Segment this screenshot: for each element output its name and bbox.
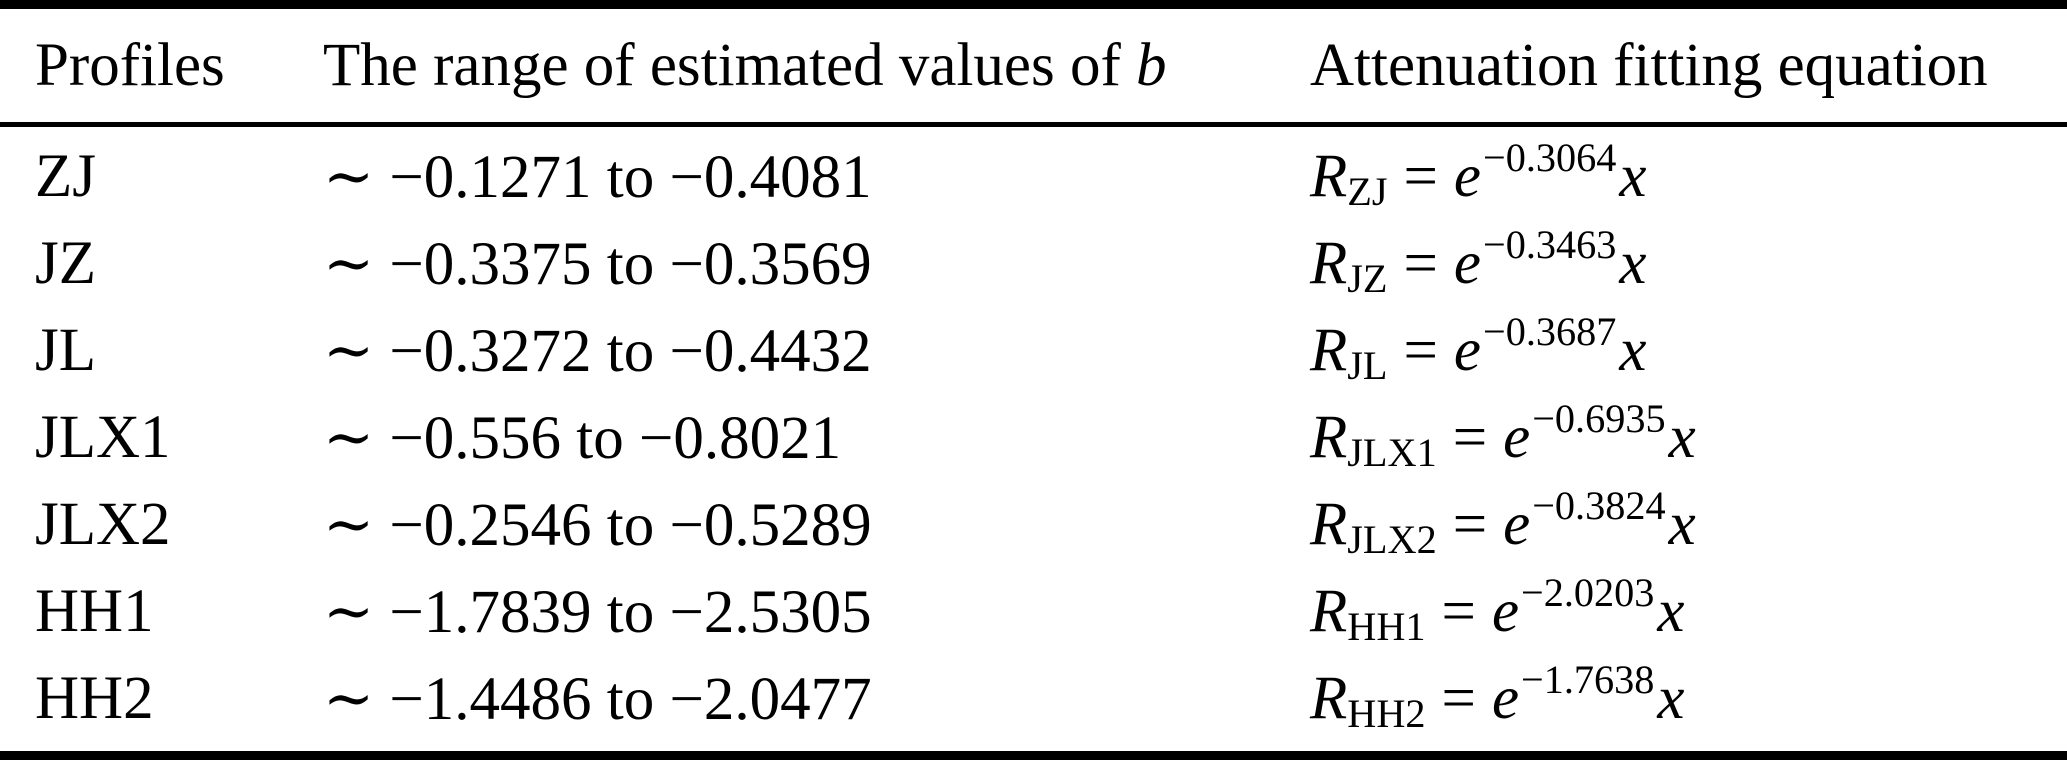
eq-equals: = [1403, 229, 1438, 297]
eq-subscript: HH1 [1347, 603, 1426, 649]
b-range-value: ∼ −1.7839 to −2.5305 [323, 578, 872, 646]
b-range-value: ∼ −0.1271 to −0.4081 [323, 143, 872, 211]
profile-label: JL [35, 316, 96, 384]
eq-R: R [1310, 577, 1348, 645]
profile-label: JLX1 [35, 403, 171, 471]
attenuation-equation: RJLX1 = e−0.6935x [1310, 398, 2067, 475]
table-row: JLX1 ∼ −0.556 to −0.8021 RJLX1 = e−0.6935x [0, 394, 2067, 481]
eq-x: x [1657, 664, 1685, 732]
eq-R: R [1310, 664, 1348, 732]
mid-rule [0, 122, 2067, 127]
eq-subscript: JLX1 [1347, 429, 1437, 475]
b-range-value: ∼ −1.4486 to −2.0477 [323, 665, 872, 733]
eq-x: x [1619, 316, 1647, 384]
eq-equals: = [1403, 316, 1438, 384]
eq-e: e [1453, 316, 1481, 384]
profile-label: JLX2 [35, 490, 171, 558]
eq-R: R [1310, 142, 1348, 210]
table-row: HH1 ∼ −1.7839 to −2.5305 RHH1 = e−2.0203x [0, 568, 2067, 655]
b-range-value: ∼ −0.3375 to −0.3569 [323, 230, 872, 298]
eq-e: e [1491, 664, 1520, 732]
eq-exponent: −0.3824 [1532, 482, 1666, 528]
eq-R: R [1310, 229, 1348, 297]
profile-label: JZ [35, 229, 96, 297]
table-header: Profiles The range of estimated values o… [0, 9, 2067, 122]
eq-subscript: HH2 [1347, 690, 1426, 736]
profile-label: ZJ [35, 142, 96, 210]
eq-subscript: JL [1347, 342, 1388, 388]
eq-e: e [1491, 577, 1520, 645]
eq-x: x [1668, 403, 1696, 471]
eq-subscript: ZJ [1347, 168, 1388, 214]
table-row: JLX2 ∼ −0.2546 to −0.5289 RJLX2 = e−0.3824… [0, 481, 2067, 568]
eq-subscript: JLX2 [1347, 516, 1437, 562]
eq-x: x [1619, 229, 1647, 297]
eq-x: x [1657, 577, 1685, 645]
eq-exponent: −2.0203 [1521, 569, 1655, 615]
profile-label: HH1 [35, 577, 154, 645]
eq-x: x [1619, 142, 1647, 210]
table-body: ZJ ∼ −0.1271 to −0.4081 RZJ = e−0.3064x JZ… [0, 127, 2067, 742]
profile-label: HH2 [35, 664, 154, 732]
eq-equals: = [1441, 577, 1476, 645]
attenuation-equation: RJL = e−0.3687x [1310, 311, 2067, 388]
eq-exponent: −0.3064 [1483, 134, 1617, 180]
attenuation-equation: RJLX2 = e−0.3824x [1310, 485, 2067, 562]
eq-exponent: −0.6935 [1532, 395, 1666, 441]
b-range-value: ∼ −0.3272 to −0.4432 [323, 317, 872, 385]
eq-R: R [1310, 316, 1348, 384]
header-profiles: Profiles [35, 31, 225, 99]
attenuation-equation: RHH1 = e−2.0203x [1310, 572, 2067, 649]
eq-e: e [1453, 142, 1481, 210]
attenuation-equation: RHH2 = e−1.7638x [1310, 659, 2067, 736]
eq-exponent: −0.3463 [1483, 221, 1617, 267]
header-b-italic: b [1136, 31, 1167, 99]
eq-R: R [1310, 403, 1348, 471]
attenuation-equation: RZJ = e−0.3064x [1310, 137, 2067, 214]
eq-e: e [1503, 403, 1531, 471]
top-rule [0, 0, 2067, 9]
eq-e: e [1453, 229, 1481, 297]
eq-e: e [1503, 490, 1531, 558]
eq-exponent: −1.7638 [1521, 656, 1655, 702]
table-row: HH2 ∼ −1.4486 to −2.0477 RHH2 = e−1.7638x [0, 655, 2067, 742]
bottom-rule [0, 751, 2067, 760]
header-attenuation-equation: Attenuation fitting equation [1310, 31, 1988, 99]
eq-x: x [1668, 490, 1696, 558]
eq-R: R [1310, 490, 1348, 558]
b-range-value: ∼ −0.556 to −0.8021 [323, 404, 842, 472]
attenuation-equation: RJZ = e−0.3463x [1310, 224, 2067, 301]
eq-equals: = [1441, 664, 1476, 732]
header-b-range: The range of estimated values of b [323, 31, 1310, 101]
eq-exponent: −0.3687 [1483, 308, 1617, 354]
eq-subscript: JZ [1347, 255, 1388, 301]
table-row: JZ ∼ −0.3375 to −0.3569 RJZ = e−0.3463x [0, 220, 2067, 307]
eq-equals: = [1452, 490, 1488, 558]
table-row: JL ∼ −0.3272 to −0.4432 RJL = e−0.3687x [0, 307, 2067, 394]
header-b-range-text: The range of estimated values of [323, 31, 1137, 99]
table-row: ZJ ∼ −0.1271 to −0.4081 RZJ = e−0.3064x [0, 133, 2067, 220]
eq-equals: = [1452, 403, 1488, 471]
eq-equals: = [1403, 142, 1438, 210]
b-range-value: ∼ −0.2546 to −0.5289 [323, 491, 872, 559]
